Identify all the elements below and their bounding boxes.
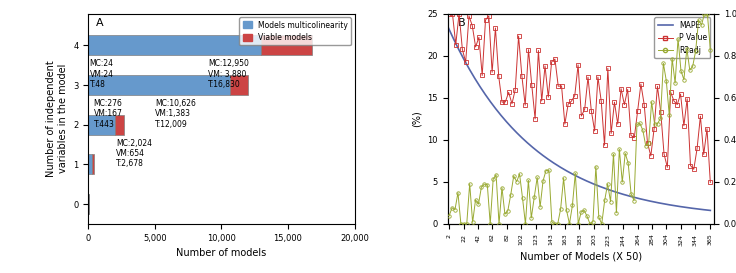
Text: MC:12,950
VM: 3,880
T:16,830: MC:12,950 VM: 3,880 T:16,830 — [208, 59, 249, 89]
Bar — [88, 115, 116, 135]
Y-axis label: (%): (%) — [412, 110, 422, 127]
Bar — [230, 75, 248, 95]
Y-axis label: Number of independent
variables in the model: Number of independent variables in the m… — [46, 60, 68, 177]
Text: MC:24
VM:24
T:48: MC:24 VM:24 T:48 — [90, 59, 113, 89]
Text: MC:10,626
VM:1,383
T:12,009: MC:10,626 VM:1,383 T:12,009 — [155, 99, 196, 129]
Legend: MAPE, P Value, R2adj: MAPE, P Value, R2adj — [654, 17, 710, 58]
X-axis label: Number of models: Number of models — [177, 248, 266, 258]
Text: MC:276
VM:167
T:443: MC:276 VM:167 T:443 — [93, 99, 122, 129]
Bar — [261, 35, 312, 55]
Bar — [116, 115, 124, 135]
X-axis label: Number of Models (X 50): Number of Models (X 50) — [520, 251, 642, 261]
Bar — [88, 75, 230, 95]
Text: B: B — [459, 18, 466, 28]
Bar — [92, 155, 94, 174]
Text: A: A — [96, 18, 104, 28]
Legend: Models multicolinearity, Viable models: Models multicolinearity, Viable models — [239, 17, 351, 45]
Text: MC:2,024
VM:654
T:2,678: MC:2,024 VM:654 T:2,678 — [116, 139, 152, 168]
Bar — [88, 35, 261, 55]
Bar — [88, 155, 92, 174]
